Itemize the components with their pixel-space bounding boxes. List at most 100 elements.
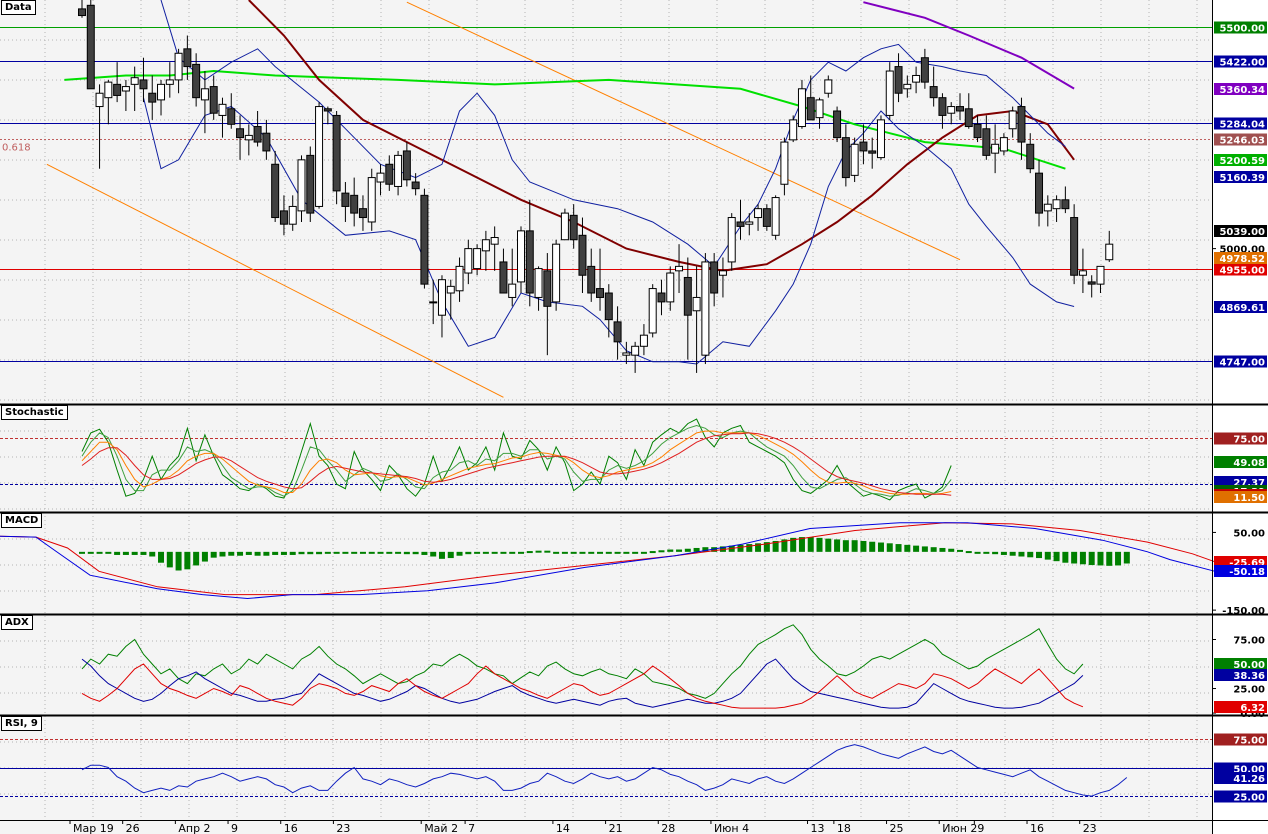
value-label: 49.08 xyxy=(1233,458,1265,469)
candle-body xyxy=(350,194,359,214)
candle-body xyxy=(569,214,578,241)
candle-body xyxy=(394,154,403,187)
axis-tick-label: 5000.00 xyxy=(1219,245,1265,256)
time-axis-label: Мар 19 xyxy=(73,822,114,834)
macd-histogram-bar xyxy=(842,540,849,552)
macd-histogram-bar xyxy=(737,544,744,552)
time-axis-label: 16 xyxy=(1030,822,1044,834)
candle-body xyxy=(262,132,271,152)
macd-histogram-bar xyxy=(702,547,709,552)
candle-body xyxy=(183,48,192,68)
macd-histogram-bar xyxy=(597,551,604,554)
candle-body xyxy=(587,265,596,294)
time-axis-label: 14 xyxy=(556,822,570,834)
macd-histogram-bar xyxy=(149,551,156,557)
level-label: 75.00 xyxy=(1233,736,1265,747)
candle-body xyxy=(244,134,253,141)
value-label-bg xyxy=(1214,669,1267,681)
candle-body xyxy=(113,83,122,96)
candle-body xyxy=(771,197,780,236)
macd-histogram-bar xyxy=(1115,551,1122,566)
macd-histogram-bar xyxy=(807,537,814,552)
level-label: 75.00 xyxy=(1233,435,1265,446)
value-label-bg xyxy=(1214,225,1267,237)
macd-histogram-bar xyxy=(1071,551,1078,564)
series-rsi xyxy=(81,744,1128,797)
macd-histogram-bar xyxy=(474,551,481,554)
candle-body xyxy=(639,334,648,347)
macd-histogram-bar xyxy=(1079,551,1086,565)
macd-histogram-bar xyxy=(1018,551,1025,557)
macd-histogram-bar xyxy=(983,551,990,554)
macd-histogram-bar xyxy=(614,551,621,554)
macd-histogram-bar xyxy=(228,551,235,556)
series-adx_green xyxy=(81,624,1084,699)
candle-body xyxy=(358,208,367,219)
axis-tick-label: -150.00 xyxy=(1222,606,1265,617)
candle-body xyxy=(130,77,139,85)
value-label: 5360.34 xyxy=(1219,85,1265,96)
macd-histogram-bar xyxy=(333,551,340,554)
axis-tick-label: 75.00 xyxy=(1233,636,1265,647)
candle-body xyxy=(104,81,113,99)
overlay-bb_lower xyxy=(143,97,1075,365)
macd-histogram-bar xyxy=(974,551,981,554)
level-label-bg xyxy=(1214,790,1267,803)
candle-body xyxy=(148,92,157,103)
candle-body xyxy=(613,321,622,343)
candle-body xyxy=(1087,281,1096,285)
macd-histogram-bar xyxy=(948,548,955,552)
macd-histogram-bar xyxy=(553,551,560,554)
candle-body xyxy=(78,8,86,17)
time-axis-label: Апр 2 xyxy=(178,822,210,834)
candle-body xyxy=(903,83,912,90)
macd-histogram-bar xyxy=(1053,551,1060,562)
candle-body xyxy=(1061,199,1070,210)
candle-body xyxy=(683,276,692,316)
candle-body xyxy=(534,268,543,298)
macd-histogram-bar xyxy=(825,538,832,552)
candle-body xyxy=(508,283,517,298)
candle-body xyxy=(464,248,473,274)
candle-body xyxy=(315,106,324,207)
macd-histogram-bar xyxy=(201,551,208,562)
candle-body xyxy=(560,212,569,241)
candle-body xyxy=(95,92,104,108)
time-axis-label: 21 xyxy=(609,822,623,834)
candle-body xyxy=(367,177,376,223)
macd-histogram-bar xyxy=(280,551,287,555)
macd-histogram-bar xyxy=(640,551,647,554)
candle-body xyxy=(1026,143,1035,170)
candle-body xyxy=(657,292,666,303)
candle-body xyxy=(824,79,833,94)
macd-histogram-bar xyxy=(219,551,226,557)
candle-body xyxy=(736,221,745,227)
candle-body xyxy=(271,163,280,219)
time-axis-label: Июн 2 xyxy=(942,822,977,834)
macd-histogram-bar xyxy=(684,548,691,552)
macd-histogram-bar xyxy=(676,549,683,552)
macd-histogram-bar xyxy=(1027,551,1034,558)
candle-body xyxy=(850,143,859,176)
macd-histogram-bar xyxy=(992,551,999,555)
level-label-bg xyxy=(1214,733,1267,746)
value-label: 11.50 xyxy=(1233,493,1265,504)
macd-histogram-bar xyxy=(342,551,349,554)
candle-body xyxy=(253,126,262,143)
candle-body xyxy=(543,270,552,307)
axis-tick-label: 25.00 xyxy=(1233,685,1265,696)
macd-histogram-bar xyxy=(1036,551,1043,559)
candle-body xyxy=(420,194,429,285)
macd-histogram-bar xyxy=(263,551,270,556)
candle-body xyxy=(288,205,297,225)
candle-body xyxy=(604,292,613,321)
macd-histogram-bar xyxy=(289,551,296,555)
candle-body xyxy=(999,137,1008,152)
value-label-bg xyxy=(1214,301,1267,313)
value-label-bg xyxy=(1214,772,1267,784)
macd-histogram-bar xyxy=(324,551,331,554)
candle-body xyxy=(947,106,956,114)
candle-body xyxy=(297,159,306,212)
candle-body xyxy=(876,119,885,159)
